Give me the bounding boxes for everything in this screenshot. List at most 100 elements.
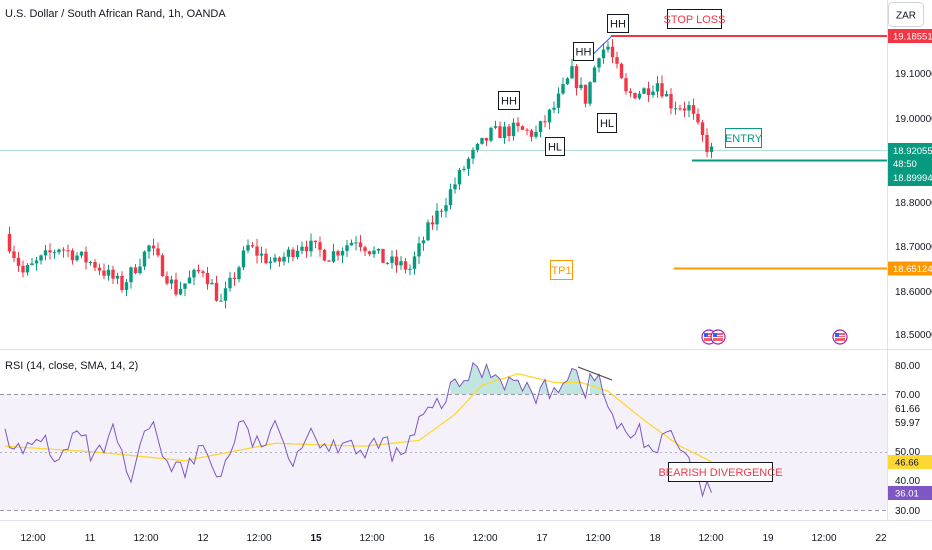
candle-body <box>16 257 21 266</box>
candle-body <box>561 84 565 94</box>
bearish-divergence-label[interactable]: BEARISH DIVERGENCE <box>658 462 783 482</box>
stop-loss-label[interactable]: STOP LOSS <box>664 9 726 29</box>
candle-body <box>61 249 66 251</box>
candle-body <box>331 251 336 262</box>
candle-body <box>106 269 111 276</box>
candle-body <box>637 93 642 99</box>
candle-body <box>210 282 214 285</box>
candle-body <box>570 66 574 79</box>
rsi-pane[interactable]: BEARISH DIVERGENCE RSI (14, close, SMA, … <box>0 360 887 511</box>
candle-body <box>444 205 448 212</box>
candlestick-series <box>7 39 714 309</box>
svg-text:18.92055: 18.92055 <box>893 146 932 157</box>
rsi-divergence-line[interactable] <box>577 366 613 381</box>
candle-body <box>88 261 93 263</box>
candle-body <box>250 245 255 247</box>
candle-body <box>160 255 165 277</box>
annotation-hh-2[interactable]: HH <box>573 42 594 61</box>
time-label-7: 12:00 <box>359 533 384 544</box>
price-tag-stop: 19.18551 <box>888 29 932 43</box>
candle-body <box>97 267 102 271</box>
annotation-hl-1[interactable]: HL <box>545 137 565 156</box>
candle-body <box>507 126 511 137</box>
candle-body <box>219 300 223 302</box>
candle-body <box>192 269 196 278</box>
price-tick-2: 19.00000 <box>895 114 932 125</box>
candle-body <box>376 248 381 251</box>
svg-text:19.18551: 19.18551 <box>893 32 932 43</box>
price-tick-6: 18.50000 <box>895 330 932 341</box>
candle-body <box>493 126 498 128</box>
candle-body <box>286 249 291 257</box>
candle-body <box>43 250 48 256</box>
candle-body <box>129 267 133 283</box>
annotation-hh-3-label: HH <box>610 19 626 31</box>
candle-body <box>385 262 390 264</box>
price-axis[interactable]: 19.10000 19.00000 18.80000 18.70000 18.6… <box>887 0 932 520</box>
candle-body <box>138 266 142 274</box>
time-label-11: 12:00 <box>585 533 610 544</box>
currency-button-label: ZAR <box>896 11 916 22</box>
candle-body <box>394 256 399 266</box>
rsi-tick-50: 50.00 <box>895 447 920 458</box>
annotation-hh-1[interactable]: HH <box>498 91 520 110</box>
time-axis[interactable]: 12:00 11 12:00 12 12:00 15 12:00 16 12:0… <box>0 520 932 545</box>
candle-body <box>34 260 39 264</box>
tp1-label[interactable]: TP1 <box>550 260 573 280</box>
event-icon-3[interactable] <box>832 329 848 345</box>
candle-body <box>399 261 403 266</box>
currency-button[interactable]: ZAR <box>888 2 924 27</box>
candle-body <box>403 261 408 270</box>
event-icon-2[interactable] <box>710 329 726 345</box>
rsi-tag-value: 36.01 <box>888 486 932 500</box>
candle-body <box>183 283 187 289</box>
candle-body <box>354 242 358 244</box>
candle-body <box>426 222 430 241</box>
time-label-16: 22 <box>875 533 887 544</box>
candle-body <box>574 66 579 89</box>
candle-body <box>367 251 372 255</box>
candle-body <box>592 67 597 83</box>
rsi-tag-ma: 46.66 <box>888 455 932 469</box>
candle-body <box>462 168 466 170</box>
rsi-title: RSI (14, close, SMA, 14, 2) <box>5 360 138 372</box>
candle-body <box>646 88 651 96</box>
candle-body <box>579 84 583 89</box>
svg-text:36.01: 36.01 <box>895 489 919 500</box>
price-tick-1: 19.10000 <box>895 69 932 80</box>
candle-body <box>412 256 417 269</box>
candle-body <box>201 271 205 273</box>
candle-body <box>318 242 322 250</box>
time-label-13: 12:00 <box>698 533 723 544</box>
svg-text:46.66: 46.66 <box>895 458 919 469</box>
annotation-hh-3[interactable]: HH <box>607 14 629 33</box>
bearish-divergence-text: BEARISH DIVERGENCE <box>658 467 782 479</box>
candle-body <box>178 288 183 295</box>
rsi-axis[interactable]: 80.00 70.00 61.66 59.97 50.00 40.00 30.0… <box>888 361 932 517</box>
candle-body <box>304 246 309 252</box>
entry-label[interactable]: ENTRY <box>725 128 763 148</box>
annotation-hh-2-label: HH <box>576 47 592 59</box>
candle-body <box>538 121 543 132</box>
price-pane[interactable]: HH HH HH HL HL STOP LOSS ENTRY TP <box>0 9 887 345</box>
rsi-band <box>0 394 887 510</box>
candle-body <box>516 122 520 127</box>
candle-body <box>583 84 588 104</box>
annotation-hl-2[interactable]: HL <box>597 113 617 133</box>
candle-body <box>228 277 232 289</box>
svg-text:18.65124: 18.65124 <box>893 264 932 275</box>
candle-body <box>390 256 394 263</box>
candle-body <box>79 251 84 256</box>
candle-body <box>498 126 502 138</box>
chart-title: U.S. Dollar / South African Rand, 1h, OA… <box>5 8 226 20</box>
price-tick-4: 18.70000 <box>895 242 932 253</box>
candle-body <box>610 46 615 58</box>
candle-body <box>48 250 52 253</box>
candle-body <box>52 252 57 254</box>
candle-body <box>93 261 97 268</box>
candle-body <box>196 269 201 272</box>
svg-text:18.89994: 18.89994 <box>893 173 932 184</box>
candle-body <box>255 246 259 256</box>
candle-body <box>520 126 525 130</box>
